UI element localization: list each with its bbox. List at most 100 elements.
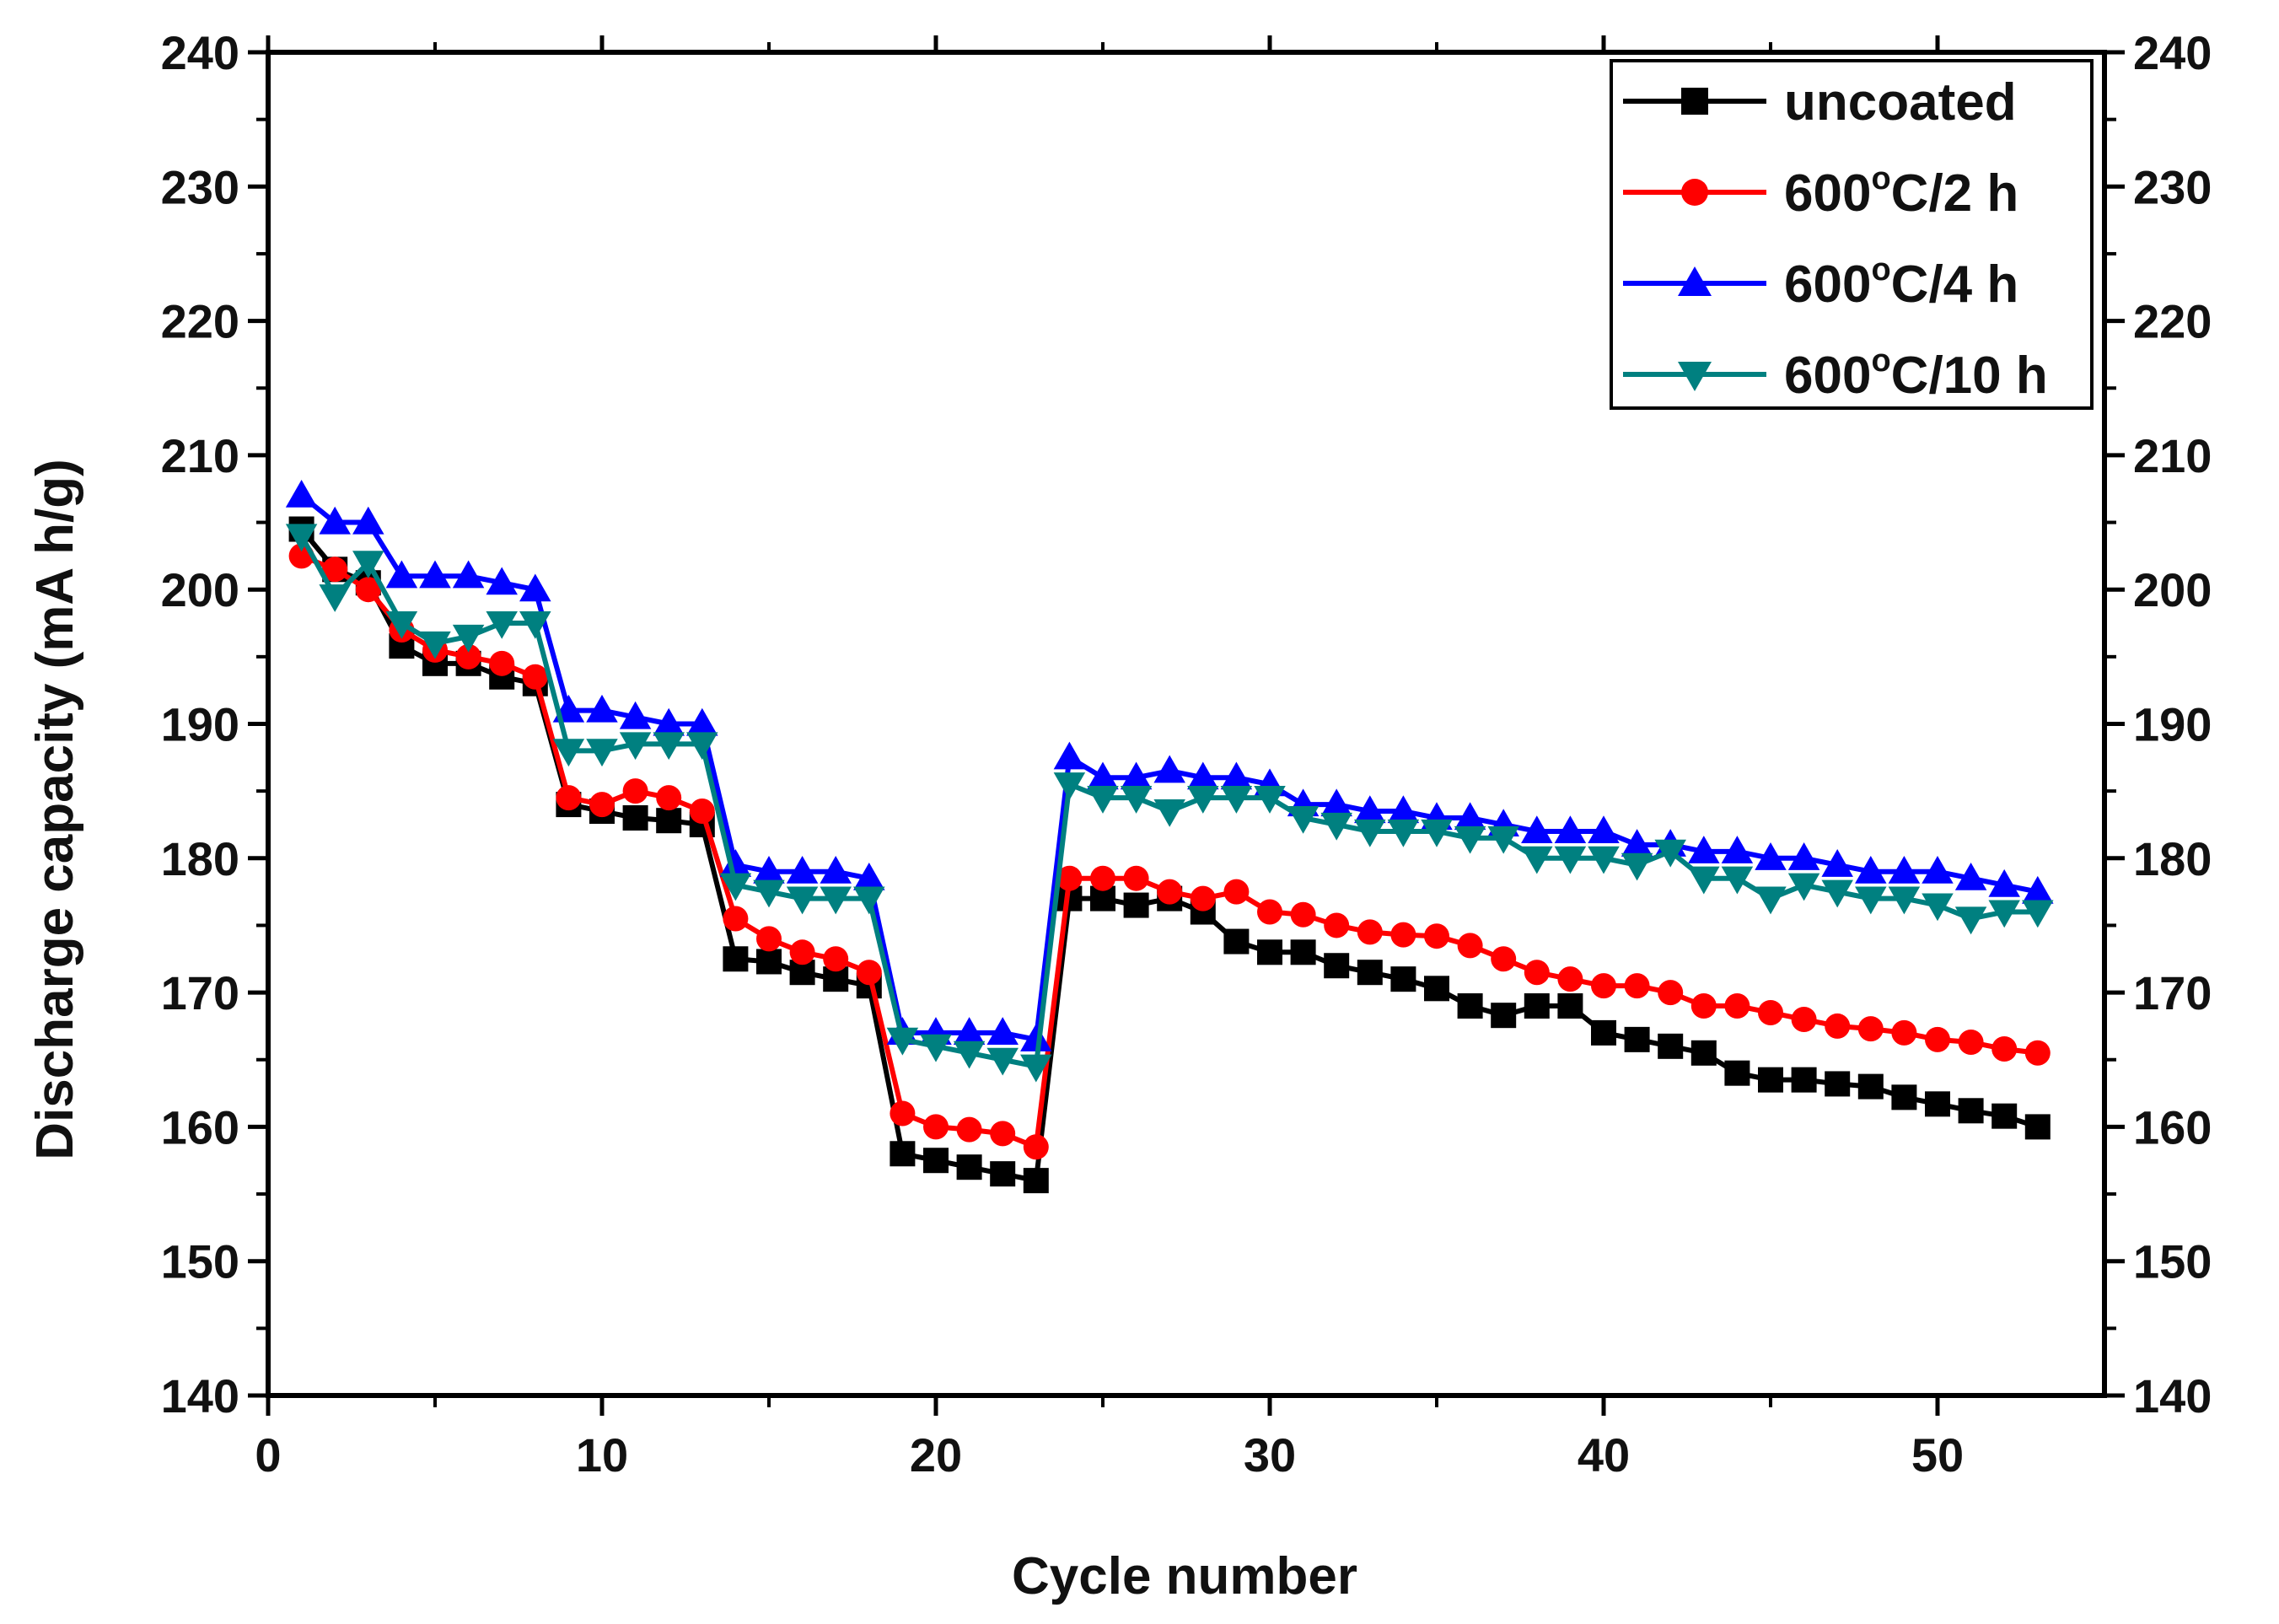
data-point xyxy=(923,1114,949,1140)
data-point xyxy=(1857,1073,1884,1100)
data-point xyxy=(756,949,782,975)
y-tick-label-right: 220 xyxy=(2133,295,2212,348)
data-point xyxy=(1825,1071,1851,1097)
series-layer xyxy=(285,479,2054,1194)
data-point xyxy=(385,560,418,589)
data-point xyxy=(1123,892,1149,918)
data-point xyxy=(1187,761,1219,790)
data-point xyxy=(1320,812,1352,841)
data-point xyxy=(419,560,451,589)
data-point xyxy=(1791,1006,1817,1032)
data-point xyxy=(1421,819,1453,847)
y-tick-label-right: 140 xyxy=(2133,1369,2212,1422)
data-point xyxy=(1424,923,1449,949)
x-tick-label: 0 xyxy=(255,1428,281,1481)
legend-marker xyxy=(1678,266,1712,296)
legend-box xyxy=(1610,59,2094,410)
data-point xyxy=(719,849,752,877)
data-point xyxy=(586,694,618,723)
x-tick-label: 10 xyxy=(576,1428,628,1481)
data-point xyxy=(2024,1040,2051,1066)
data-point xyxy=(1624,1026,1650,1052)
data-point xyxy=(1023,1168,1049,1194)
data-point xyxy=(886,1027,919,1056)
data-point xyxy=(1787,873,1820,901)
data-point xyxy=(552,739,585,767)
data-point xyxy=(1223,879,1250,905)
data-point xyxy=(1821,879,1853,908)
data-point xyxy=(1354,819,1386,847)
data-point xyxy=(1624,973,1650,999)
data-point xyxy=(486,610,518,639)
data-point xyxy=(1020,1024,1052,1051)
data-point xyxy=(319,584,351,612)
data-point xyxy=(920,1034,952,1062)
data-point xyxy=(1053,741,1086,770)
data-point xyxy=(1053,772,1086,800)
data-point xyxy=(1090,865,1115,891)
data-point xyxy=(1690,1040,1717,1066)
data-point xyxy=(1554,815,1587,844)
data-point xyxy=(653,732,685,761)
data-point xyxy=(1787,842,1820,870)
data-point xyxy=(1821,849,1853,877)
data-point xyxy=(1521,815,1553,844)
data-point xyxy=(1387,819,1420,847)
data-point xyxy=(1521,846,1553,874)
data-point xyxy=(1755,842,1787,870)
data-point xyxy=(1954,862,1987,890)
legend-label: uncoated xyxy=(1784,73,2017,132)
x-tick-label: 30 xyxy=(1244,1428,1296,1481)
y-tick-label-left: 180 xyxy=(161,832,239,885)
legend: uncoated 600oC/2 h 600oC/4 h 600oC/10 h xyxy=(1610,59,2094,410)
y-tick-label-right: 240 xyxy=(2133,26,2212,79)
data-point xyxy=(519,610,551,639)
data-point xyxy=(823,946,849,972)
tick-marks xyxy=(248,35,2125,1416)
data-point xyxy=(820,886,852,915)
data-point xyxy=(653,707,685,736)
y-tick-label-left: 160 xyxy=(161,1100,239,1153)
x-tick-label: 40 xyxy=(1578,1428,1630,1481)
data-point xyxy=(1390,922,1416,948)
data-point xyxy=(719,873,752,901)
data-point xyxy=(890,1141,916,1167)
data-point xyxy=(986,1017,1019,1045)
x-axis-title: Cycle number xyxy=(1012,1547,1357,1605)
data-point xyxy=(1020,1054,1052,1083)
data-point xyxy=(1324,953,1350,979)
data-point xyxy=(686,732,718,761)
data-point xyxy=(890,1100,916,1127)
data-point xyxy=(1220,786,1253,814)
y-tick-label-right: 200 xyxy=(2133,563,2212,616)
data-point xyxy=(1988,900,2020,928)
x-tick-label: 50 xyxy=(1911,1428,1964,1481)
data-point xyxy=(455,643,481,669)
data-point xyxy=(986,1047,1019,1076)
y-tick-label-left: 220 xyxy=(161,295,239,348)
data-point xyxy=(1721,836,1754,863)
legend-item: 600oC/4 h xyxy=(1623,252,2018,314)
tick-labels: 0 10 20 30 40 50 140 140 150 150 160 160 170 170 180 18… xyxy=(161,26,2212,1481)
data-point xyxy=(1855,886,1887,915)
x-tick-label: 20 xyxy=(910,1428,962,1481)
data-point xyxy=(953,1017,986,1045)
legend-item: uncoated xyxy=(1623,73,2017,132)
data-point xyxy=(990,1161,1016,1187)
data-point xyxy=(1023,1134,1049,1160)
data-point xyxy=(1922,855,1954,884)
legend-label: 600oC/2 h xyxy=(1784,161,2018,223)
data-point xyxy=(1588,846,1620,874)
data-point xyxy=(1690,993,1717,1019)
data-point xyxy=(1991,1036,2018,1062)
legend-marker xyxy=(1681,179,1708,206)
data-point xyxy=(789,939,815,965)
data-point xyxy=(385,610,418,639)
data-point xyxy=(1357,919,1383,945)
y-tick-label-left: 200 xyxy=(161,563,239,616)
data-point xyxy=(1254,786,1286,814)
y-axis-title: Discharge capacity (mA h/g) xyxy=(26,459,84,1160)
data-point xyxy=(285,479,318,508)
legend-marker xyxy=(1681,88,1708,115)
data-point xyxy=(1758,999,1783,1025)
